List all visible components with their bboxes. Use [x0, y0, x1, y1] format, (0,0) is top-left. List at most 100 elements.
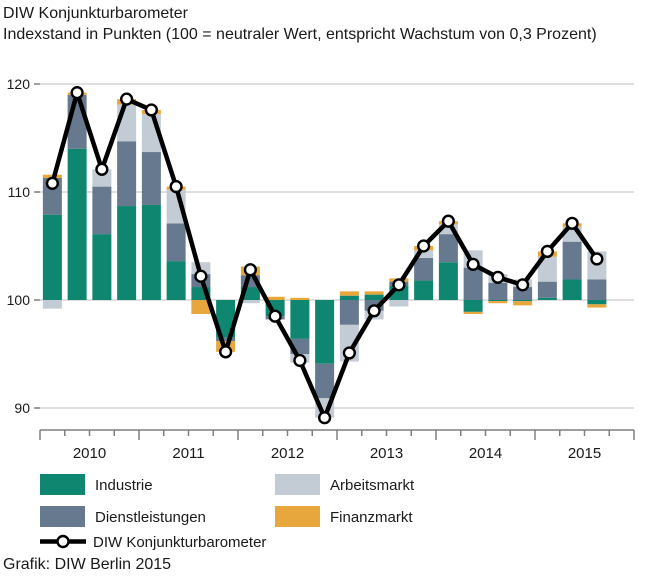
line-marker	[466, 257, 480, 271]
legend-swatch-arbeitsmarkt	[275, 474, 320, 495]
legend-line-sample	[40, 534, 86, 549]
y-tick-label: 90	[14, 400, 30, 416]
bar-segment-finanzmarkt	[513, 301, 533, 306]
bar-segment-dienstleistungen	[513, 287, 533, 300]
bar-segment-industrie	[166, 261, 186, 300]
bar-segment-dienstleistungen	[438, 234, 458, 263]
line-marker	[392, 278, 406, 292]
line-marker	[342, 346, 356, 360]
legend-label-barometer: DIW Konjunkturbarometer	[93, 534, 267, 551]
bar-segment-finanzmarkt	[587, 304, 607, 308]
bar-segment-arbeitsmarkt	[438, 224, 458, 235]
bar-segment-finanzmarkt	[290, 297, 310, 300]
bar-segment-dienstleistungen	[92, 186, 112, 235]
bar-segment-finanzmarkt	[339, 291, 359, 296]
bar-segment-dienstleistungen	[414, 257, 434, 281]
bar-segment-arbeitsmarkt	[537, 256, 557, 282]
year-label: 2013	[370, 445, 403, 462]
bar-segment-dienstleistungen	[562, 241, 582, 280]
chart-subtitle: Indexstand in Punkten (100 = neutraler W…	[3, 26, 597, 43]
bar-segment-dienstleistungen	[117, 141, 137, 207]
bar-segment-industrie	[513, 300, 533, 302]
bar-segment-dienstleistungen	[141, 152, 161, 205]
chart-title: DIW Konjunkturbarometer	[3, 5, 188, 22]
line-marker	[491, 270, 505, 284]
bar-segment-industrie	[315, 300, 335, 364]
legend-label-finanzmarkt: Finanzmarkt	[330, 509, 413, 526]
bar-segment-industrie	[117, 206, 137, 300]
bar-segment-industrie	[537, 297, 557, 300]
title-block: DIW Konjunkturbarometer Indexstand in Pu…	[3, 3, 597, 45]
bar-segment-industrie	[92, 234, 112, 300]
year-label: 2012	[271, 445, 304, 462]
line-marker	[565, 216, 579, 230]
bar-segment-finanzmarkt	[463, 311, 483, 315]
y-tick-label: 100	[7, 292, 31, 308]
bar-segment-arbeitsmarkt	[414, 250, 434, 258]
line-marker	[45, 176, 59, 190]
line-marker	[169, 180, 183, 194]
gridlines: 90 100 110 120	[7, 76, 634, 416]
line-marker	[243, 263, 257, 277]
bar-segment-arbeitsmarkt	[389, 300, 409, 307]
bar-segment-dienstleistungen	[240, 275, 260, 288]
bar-segment-dienstleistungen	[339, 300, 359, 325]
bar-segment-industrie	[438, 262, 458, 300]
bar-segment-industrie	[67, 148, 87, 300]
bar-segment-dienstleistungen	[166, 223, 186, 262]
bar-segment-dienstleistungen	[216, 337, 236, 342]
bar-segment-industrie	[364, 294, 384, 300]
legend-label-industrie: Industrie	[95, 477, 153, 494]
bar-segment-arbeitsmarkt	[240, 300, 260, 304]
legend-label-arbeitsmarkt: Arbeitsmarkt	[330, 477, 415, 494]
legend-label-dienstleistungen: Dienstleistungen	[95, 509, 206, 526]
bar-segment-industrie	[339, 295, 359, 300]
line-marker	[590, 252, 604, 266]
bar-segment-dienstleistungen	[587, 279, 607, 300]
legend-swatch-industrie	[40, 474, 85, 495]
line-marker	[293, 353, 307, 368]
year-label: 2015	[568, 445, 601, 462]
bar-segment-industrie	[463, 300, 483, 312]
line-marker	[441, 214, 455, 228]
year-label: 2010	[73, 445, 106, 462]
line-marker	[540, 244, 554, 259]
bar-segment-finanzmarkt	[364, 291, 384, 295]
bar-segment-industrie	[141, 204, 161, 300]
barometer-chart: 90 100 110 120 2010 2011 2012 2013 2014 2015	[7, 76, 635, 462]
line-marker	[417, 239, 431, 253]
line-marker	[268, 309, 282, 323]
line-marker	[120, 92, 134, 106]
bar-segment-industrie	[414, 280, 434, 300]
line-marker	[70, 86, 84, 100]
year-label: 2014	[469, 445, 502, 462]
legend-swatch-finanzmarkt	[275, 506, 320, 527]
bar-segment-dienstleistungen	[315, 363, 335, 399]
legend-item-barometer-line: DIW Konjunkturbarometer	[38, 531, 266, 553]
line-marker	[516, 278, 530, 292]
line-marker	[144, 103, 158, 117]
bar-segment-industrie	[488, 300, 508, 302]
line-marker	[194, 269, 208, 283]
bar-segment-industrie	[42, 214, 62, 300]
line-marker	[318, 411, 332, 425]
legend-swatch-dienstleistungen	[40, 506, 85, 527]
source-credit: Grafik: DIW Berlin 2015	[3, 556, 172, 573]
y-tick-label: 120	[7, 76, 31, 92]
bar-segment-finanzmarkt	[191, 300, 211, 315]
bar-segment-dienstleistungen	[463, 267, 483, 300]
line-marker	[367, 304, 381, 318]
line-marker	[219, 345, 233, 359]
bar-segment-dienstleistungen	[488, 282, 508, 300]
bar-segment-arbeitsmarkt	[42, 300, 62, 309]
bar-segment-dienstleistungen	[537, 281, 557, 298]
x-axis: 2010 2011 2012 2013 2014 2015	[39, 429, 635, 462]
bar-segment-industrie	[290, 300, 310, 339]
stacked-bars	[42, 92, 607, 418]
line-marker	[95, 162, 109, 176]
year-label: 2011	[172, 445, 204, 462]
bar-segment-industrie	[562, 279, 582, 300]
bar-segment-industrie	[587, 300, 607, 305]
bar-segment-finanzmarkt	[265, 296, 285, 300]
